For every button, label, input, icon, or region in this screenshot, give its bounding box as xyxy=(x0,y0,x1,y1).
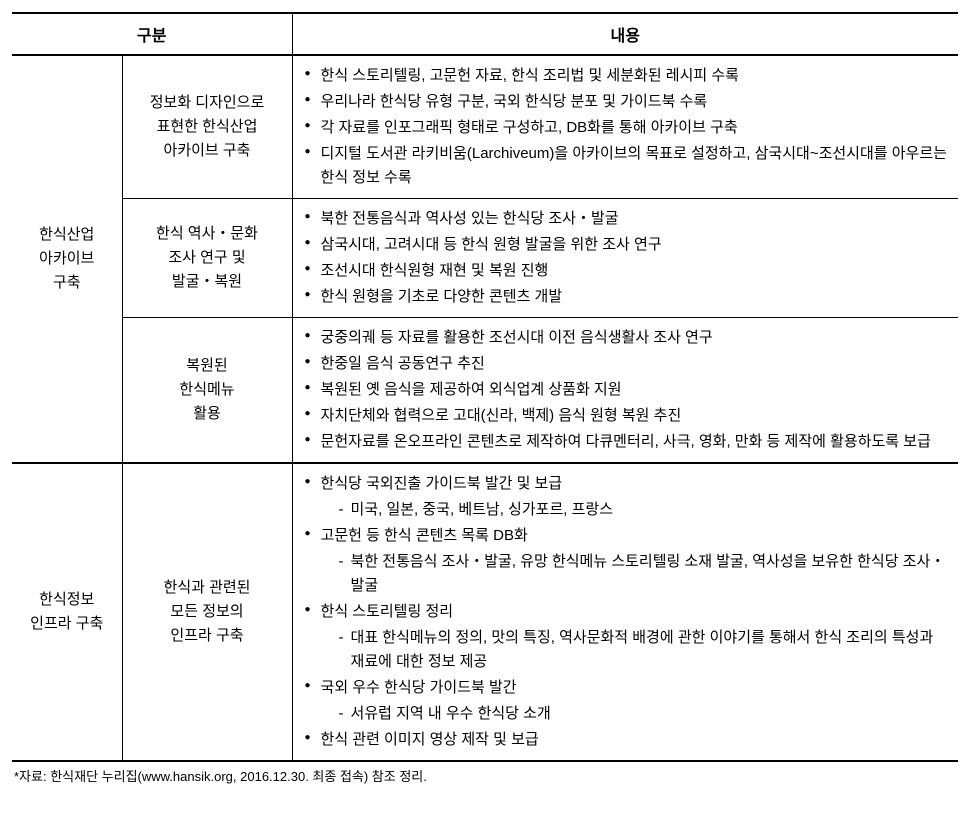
list-item: 자치단체와 협력으로 고대(신라, 백제) 음식 원형 복원 추진 xyxy=(303,404,949,428)
footnote: *자료: 한식재단 누리집(www.hansik.org, 2016.12.30… xyxy=(12,766,958,785)
row-label: 한식 역사・문화 조사 연구 및 발굴・복원 xyxy=(122,199,292,318)
list-item: 한중일 음식 공동연구 추진 xyxy=(303,352,949,376)
row-label: 정보화 디자인으로 표현한 한식산업 아카이브 구축 xyxy=(122,55,292,199)
list-item: 조선시대 한식원형 재현 및 복원 진행 xyxy=(303,259,949,283)
list-item: 한식 스토리텔링 정리대표 한식메뉴의 정의, 맛의 특징, 역사문화적 배경에… xyxy=(303,600,949,674)
header-category: 구분 xyxy=(12,13,292,55)
list-item: 삼국시대, 고려시대 등 한식 원형 발굴을 위한 조사 연구 xyxy=(303,233,949,257)
list-item: 고문헌 등 한식 콘텐츠 목록 DB화북한 전통음식 조사・발굴, 유망 한식메… xyxy=(303,524,949,598)
sub-list-item: 대표 한식메뉴의 정의, 맛의 특징, 역사문화적 배경에 관한 이야기를 통해… xyxy=(321,626,949,674)
row-content: 북한 전통음식과 역사성 있는 한식당 조사・발굴삼국시대, 고려시대 등 한식… xyxy=(292,199,958,318)
list-item: 한식당 국외진출 가이드북 발간 및 보급미국, 일본, 중국, 베트남, 싱가… xyxy=(303,472,949,522)
sub-list-item: 북한 전통음식 조사・발굴, 유망 한식메뉴 스토리텔링 소재 발굴, 역사성을… xyxy=(321,550,949,598)
list-item: 북한 전통음식과 역사성 있는 한식당 조사・발굴 xyxy=(303,207,949,231)
table-body: 한식산업 아카이브 구축정보화 디자인으로 표현한 한식산업 아카이브 구축한식… xyxy=(12,55,958,761)
sub-list-item: 서유럽 지역 내 우수 한식당 소개 xyxy=(321,702,949,726)
list-item: 문헌자료를 온오프라인 콘텐츠로 제작하여 다큐멘터리, 사극, 영화, 만화 … xyxy=(303,430,949,454)
row-content: 한식당 국외진출 가이드북 발간 및 보급미국, 일본, 중국, 베트남, 싱가… xyxy=(292,463,958,761)
list-item: 우리나라 한식당 유형 구분, 국외 한식당 분포 및 가이드북 수록 xyxy=(303,90,949,114)
content-table: 구분 내용 한식산업 아카이브 구축정보화 디자인으로 표현한 한식산업 아카이… xyxy=(12,12,958,762)
row-label: 복원된 한식메뉴 활용 xyxy=(122,318,292,464)
list-item: 각 자료를 인포그래픽 형태로 구성하고, DB화를 통해 아카이브 구축 xyxy=(303,116,949,140)
list-item: 한식 관련 이미지 영상 제작 및 보급 xyxy=(303,728,949,752)
header-content: 내용 xyxy=(292,13,958,55)
list-item: 복원된 옛 음식을 제공하여 외식업계 상품화 지원 xyxy=(303,378,949,402)
list-item: 디지털 도서관 라키비움(Larchiveum)을 아카이브의 목표로 설정하고… xyxy=(303,142,949,190)
row-content: 한식 스토리텔링, 고문헌 자료, 한식 조리법 및 세분화된 레시피 수록우리… xyxy=(292,55,958,199)
sub-list-item: 미국, 일본, 중국, 베트남, 싱가포르, 프랑스 xyxy=(321,498,949,522)
row-content: 궁중의궤 등 자료를 활용한 조선시대 이전 음식생활사 조사 연구한중일 음식… xyxy=(292,318,958,464)
list-item: 국외 우수 한식당 가이드북 발간서유럽 지역 내 우수 한식당 소개 xyxy=(303,676,949,726)
row-label: 한식과 관련된 모든 정보의 인프라 구축 xyxy=(122,463,292,761)
list-item: 궁중의궤 등 자료를 활용한 조선시대 이전 음식생활사 조사 연구 xyxy=(303,326,949,350)
list-item: 한식 원형을 기초로 다양한 콘텐츠 개발 xyxy=(303,285,949,309)
group-label: 한식산업 아카이브 구축 xyxy=(12,55,122,463)
group-label: 한식정보 인프라 구축 xyxy=(12,463,122,761)
list-item: 한식 스토리텔링, 고문헌 자료, 한식 조리법 및 세분화된 레시피 수록 xyxy=(303,64,949,88)
